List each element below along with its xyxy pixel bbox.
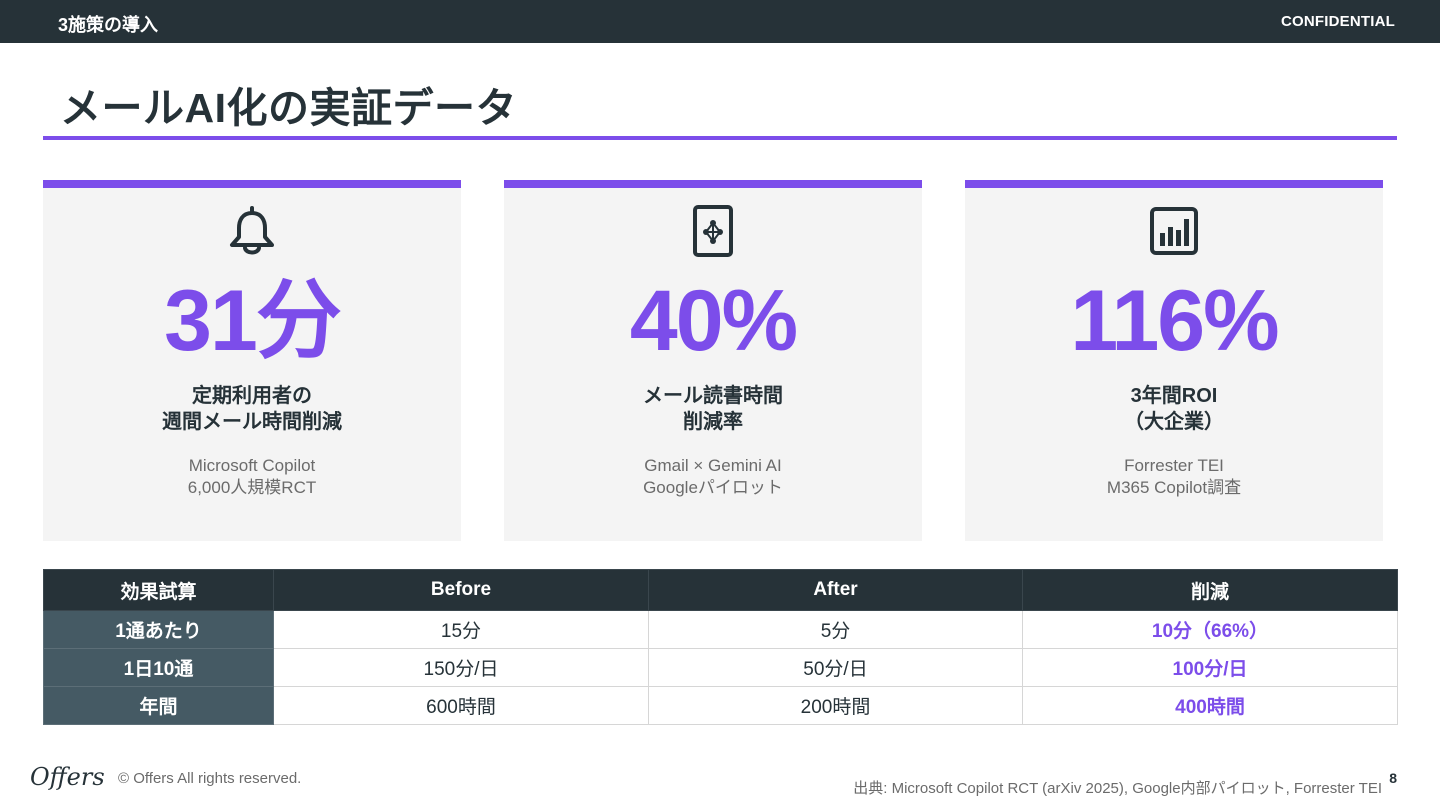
table-header: After: [648, 569, 1023, 611]
stat-source: Gmail × Gemini AI Googleパイロット: [504, 455, 922, 499]
card-accent-bar: [43, 180, 461, 188]
reduction-cell: 400時間: [1022, 686, 1398, 725]
section-label: 3施策の導入: [58, 15, 159, 35]
stat-source-line1: Microsoft Copilot: [188, 456, 316, 475]
table-header: 効果試算: [43, 569, 274, 611]
reduction-cell: 10分（66%）: [1022, 610, 1398, 649]
bar-chart-icon: [1147, 204, 1201, 258]
table-header-row: 効果試算 Before After 削減: [43, 569, 1398, 611]
before-cell: 150分/日: [273, 648, 649, 687]
stat-source: Forrester TEI M365 Copilot調査: [965, 455, 1383, 499]
confidential-label: CONFIDENTIAL: [1280, 13, 1395, 30]
stat-label-line2: 削減率: [683, 411, 743, 433]
ai-chip-icon: [686, 204, 740, 258]
stat-label-line1: メール読書時間: [643, 385, 783, 407]
stat-label-line1: 3年間ROI: [1130, 385, 1218, 407]
stat-card-copilot: 31分 定期利用者の 週間メール時間削減 Microsoft Copilot 6…: [43, 180, 461, 541]
table-header: 削減: [1022, 569, 1398, 611]
stat-source-line2: Googleパイロット: [643, 478, 783, 497]
bell-icon: [225, 204, 279, 258]
reduction-cell: 100分/日: [1022, 648, 1398, 687]
before-cell: 15分: [273, 610, 649, 649]
stat-card-gemini: 40% メール読書時間 削減率 Gmail × Gemini AI Google…: [504, 180, 922, 541]
page-number: 8: [1389, 770, 1397, 786]
offers-logo: Offers: [30, 763, 105, 791]
row-label: 1通あたり: [43, 610, 274, 649]
effect-table: 効果試算 Before After 削減 1通あたり 15分 5分 10分（66…: [43, 569, 1398, 725]
page-title: メールAI化の実証データ: [60, 85, 517, 131]
stat-source-line1: Forrester TEI: [1124, 456, 1224, 475]
stat-source-line2: M365 Copilot調査: [1106, 478, 1242, 497]
stat-card-forrester: 116% 3年間ROI （大企業） Forrester TEI M365 Cop…: [965, 180, 1383, 541]
table-row: 年間 600時間 200時間 400時間: [43, 686, 1398, 725]
after-cell: 50分/日: [648, 648, 1023, 687]
row-label: 年間: [43, 686, 274, 725]
title-underline: [43, 136, 1397, 140]
stat-value: 116%: [1070, 273, 1279, 369]
top-bar: 3施策の導入 CONFIDENTIAL: [0, 0, 1440, 43]
stat-label: 3年間ROI （大企業）: [965, 383, 1383, 435]
stat-label-line1: 定期利用者の: [192, 385, 312, 407]
stat-source-line2: 6,000人規模RCT: [187, 478, 317, 497]
copyright-text: © Offers All rights reserved.: [118, 770, 302, 787]
stat-value: 40%: [629, 273, 798, 369]
stat-label: メール読書時間 削減率: [504, 383, 922, 435]
card-accent-bar: [965, 180, 1383, 188]
source-citation: 出典: Microsoft Copilot RCT (arXiv 2025), …: [853, 780, 1382, 797]
after-cell: 5分: [648, 610, 1023, 649]
after-cell: 200時間: [648, 686, 1023, 725]
stat-value: 31分: [164, 273, 342, 369]
stat-label-line2: 週間メール時間削減: [162, 411, 342, 433]
before-cell: 600時間: [273, 686, 649, 725]
stat-source-line1: Gmail × Gemini AI: [644, 456, 782, 475]
stat-label: 定期利用者の 週間メール時間削減: [43, 383, 461, 435]
stat-source: Microsoft Copilot 6,000人規模RCT: [43, 455, 461, 499]
table-row: 1通あたり 15分 5分 10分（66%）: [43, 610, 1398, 649]
card-accent-bar: [504, 180, 922, 188]
stat-label-line2: （大企業）: [1124, 411, 1224, 433]
table-header: Before: [273, 569, 649, 611]
row-label: 1日10通: [43, 648, 274, 687]
table-row: 1日10通 150分/日 50分/日 100分/日: [43, 648, 1398, 687]
